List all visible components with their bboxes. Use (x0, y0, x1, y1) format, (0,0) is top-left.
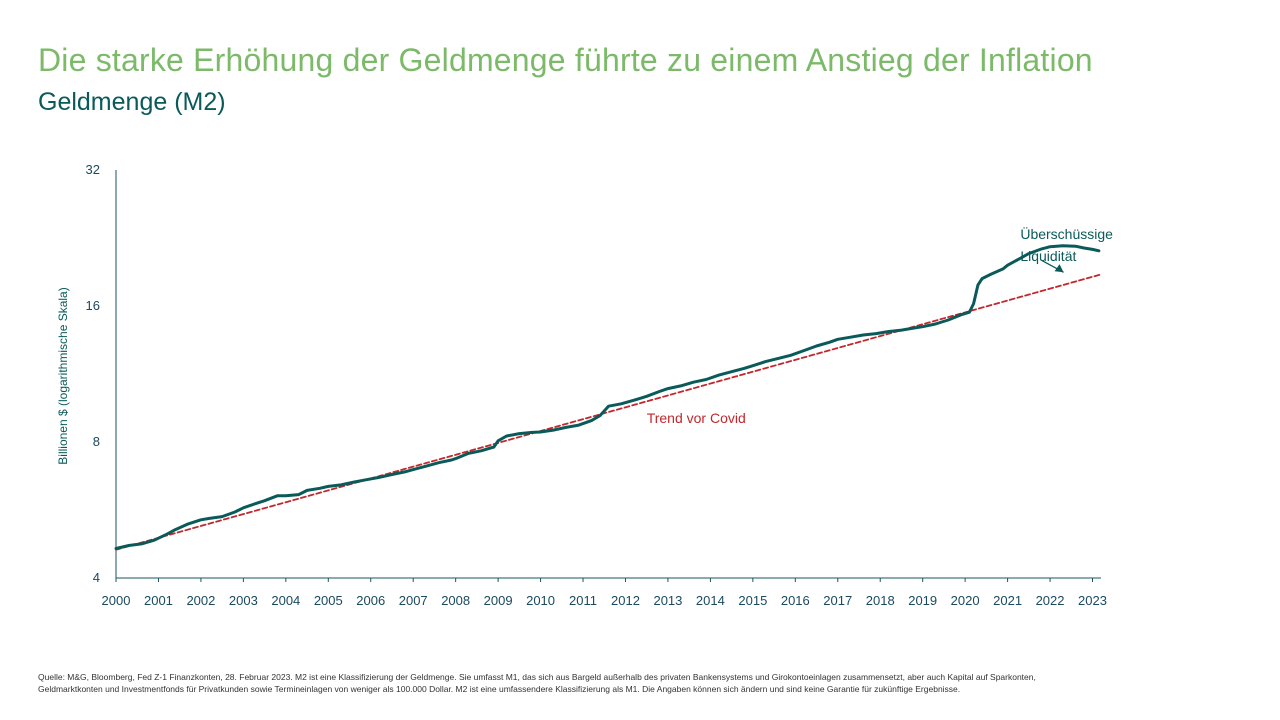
m2-line-chart: 4 8 16 32 2000 2001 2002 2003 2004 2005 2006 2007 20… (56, 162, 1113, 608)
x-tick-label: 2021 (993, 593, 1022, 608)
x-tick-label: 2019 (908, 593, 937, 608)
y-tick-label: 32 (86, 162, 100, 177)
x-tick-label: 2004 (271, 593, 300, 608)
chart-grid-axes: 4 8 16 32 2000 2001 2002 2003 2004 2005 2006 2007 20… (56, 162, 1107, 608)
x-tick-label: 2010 (526, 593, 555, 608)
x-tick-label: 2006 (356, 593, 385, 608)
x-tick-label: 2017 (823, 593, 852, 608)
x-tick-label: 2009 (484, 593, 513, 608)
x-tick-label: 2007 (399, 593, 428, 608)
x-tick-label: 2000 (102, 593, 131, 608)
x-tick-label: 2008 (441, 593, 470, 608)
y-tick-label: 16 (86, 298, 100, 313)
excess-liquidity-arrow-head (1054, 264, 1064, 273)
x-tick-label: 2016 (781, 593, 810, 608)
source-footnote: Quelle: M&G, Bloomberg, Fed Z-1 Finanzko… (38, 672, 1036, 694)
trend-line (115, 273, 1102, 551)
x-tick-label: 2013 (653, 593, 682, 608)
x-tick-label: 2018 (866, 593, 895, 608)
x-tick-label: 2002 (186, 593, 215, 608)
trend-label: Trend vor Covid (647, 410, 746, 426)
x-tick-label: 2023 (1078, 593, 1107, 608)
y-tick-label: 8 (93, 434, 100, 449)
x-tick-label: 2014 (696, 593, 725, 608)
excess-liquidity-label: Überschüssige Liquidität (1020, 225, 1113, 264)
x-tick-label: 2012 (611, 593, 640, 608)
x-tick-label: 2003 (229, 593, 258, 608)
y-tick-label: 4 (93, 570, 100, 585)
m2-series-line (114, 244, 1101, 550)
x-tick-label: 2011 (569, 593, 597, 608)
x-tick-label: 2022 (1036, 593, 1065, 608)
x-tick-label: 2015 (738, 593, 767, 608)
chart-annotations: Trend vor Covid Überschüssige Liquidität (647, 225, 1113, 426)
chart-subtitle: Geldmenge (M2) (38, 88, 226, 116)
slide-title: Die starke Erhöhung der Geldmenge führte… (38, 42, 1093, 78)
x-tick-label: 2005 (314, 593, 343, 608)
excess-liquidity-label-line: Liquidität (1020, 248, 1076, 264)
chart-series (114, 244, 1102, 551)
x-tick-label: 2020 (951, 593, 980, 608)
y-axis-title: Billionen $ (logarithmische Skala) (56, 287, 70, 464)
excess-liquidity-label-line: Überschüssige (1020, 225, 1113, 242)
x-tick-label: 2001 (144, 593, 173, 608)
